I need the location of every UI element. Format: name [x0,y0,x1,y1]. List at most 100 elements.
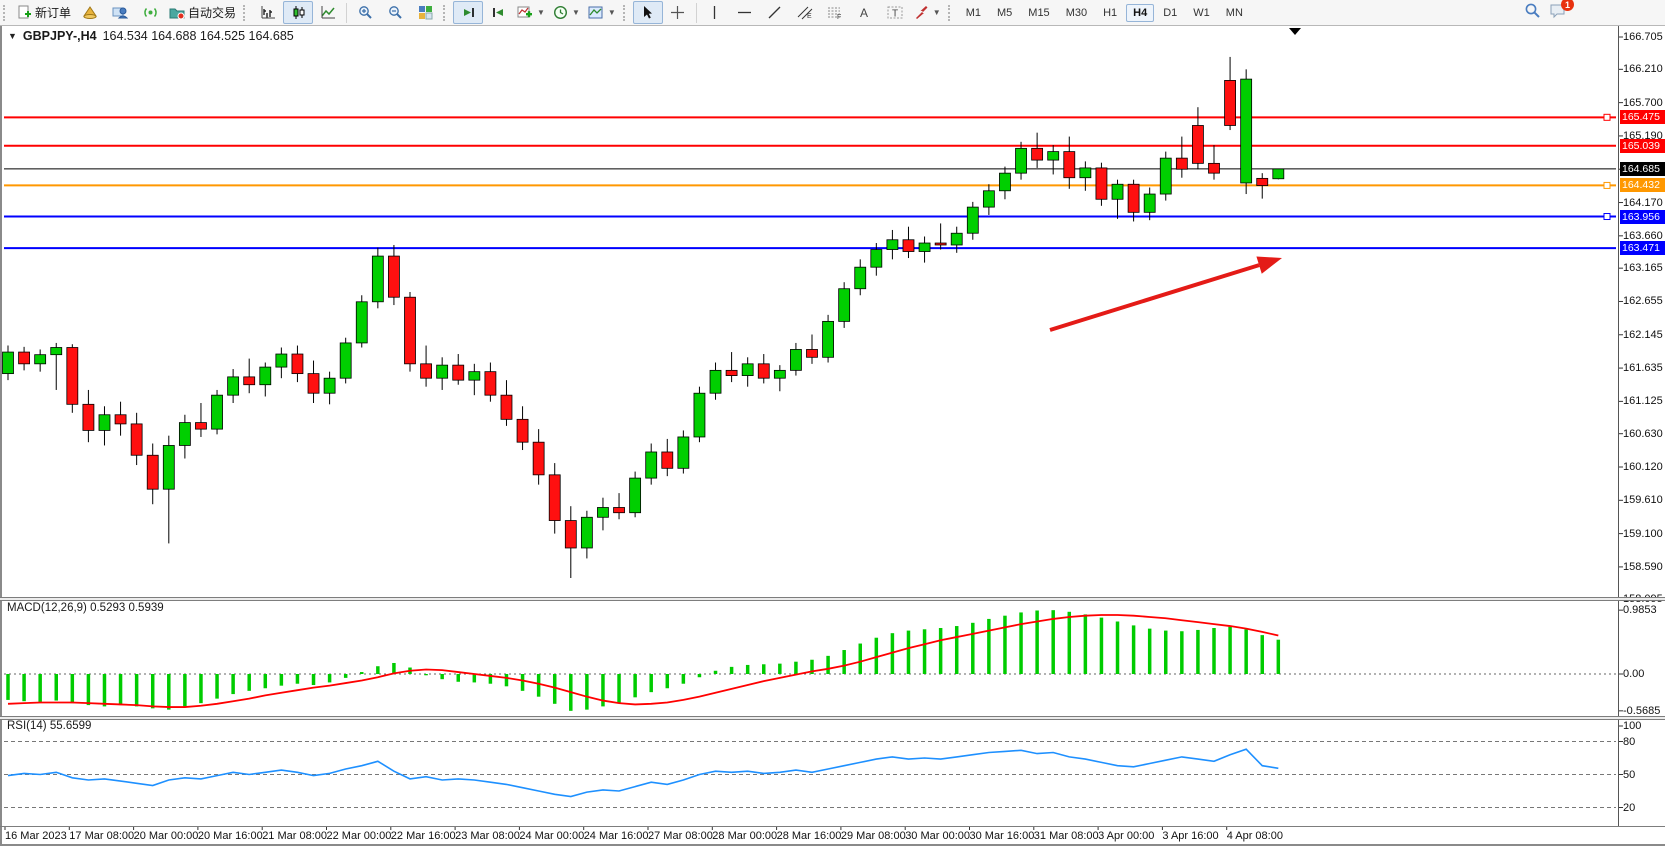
rsi-axis-label: 80 [1623,735,1636,748]
auto-trading-icon [169,5,185,20]
macd-axis-label: 0.9853 [1623,604,1657,617]
periods-button[interactable]: ▼ [549,1,584,24]
chart-shift-button[interactable] [483,1,513,24]
arrows-button[interactable]: ▼ [910,1,945,24]
timeframe-m15[interactable]: M15 [1028,6,1050,19]
toolbar-grip[interactable] [443,4,449,21]
trendline-button[interactable] [760,1,790,24]
tile-windows-button[interactable] [410,1,440,24]
candle-body [709,369,722,394]
price-tag-164.432[interactable]: 164.432 [1620,178,1665,193]
macd-name: MACD(12,26,9) [7,602,87,614]
fibonacci-button[interactable]: F [820,1,850,24]
candle-body [468,371,481,381]
line-chart-button[interactable] [313,1,343,24]
toolbar-grip[interactable] [947,4,954,21]
cursor-button[interactable] [632,1,663,24]
auto-trading-button[interactable]: 自动交易 [165,1,240,24]
macd-panel-splitter[interactable] [0,597,1665,601]
trend-arrow-line[interactable] [1049,263,1260,332]
candle-body [259,366,272,386]
candle-body [693,392,706,438]
collapse-triangle-icon[interactable]: ▼ [8,31,17,41]
hline-anchor[interactable] [1603,181,1611,189]
price-tag-163.956[interactable]: 163.956 [1620,209,1665,224]
timeframe-m1[interactable]: M1 [965,6,981,19]
crosshair-button[interactable] [663,1,693,24]
text-label-button[interactable]: T [880,1,910,24]
toolbar-grip[interactable] [243,4,249,21]
time-axis-label: 22 Mar 00:00 [326,830,392,842]
candle-body [918,242,931,252]
price-axis-label: 166.210 [1623,63,1663,76]
candle-body [725,369,738,376]
price-axis-label: 160.120 [1623,461,1663,473]
candle-body [178,422,191,446]
candle-body [982,190,995,208]
zoom-out-button[interactable] [380,1,410,24]
vertical-line-button[interactable] [700,1,730,24]
price-axis-label: 163.660 [1623,229,1663,242]
rsi-axis-label: 50 [1623,768,1636,781]
candle-body [34,354,47,365]
timeframe-h1[interactable]: H1 [1103,6,1118,19]
price-tag-163.471[interactable]: 163.471 [1620,241,1665,256]
horizontal-line-button[interactable] [730,1,760,24]
candle-body [291,353,304,375]
candle-body [741,363,754,376]
price-axis-label: 166.705 [1623,31,1663,43]
search-icon[interactable] [1524,2,1541,19]
candle-body [1111,183,1124,200]
cursor-icon [640,5,655,20]
toolbar-right-group: 1 [1524,0,1574,19]
rsi-line [7,748,1279,798]
chart-frame-bottom [0,844,1665,846]
candlestick-chart-button[interactable] [283,1,314,24]
price-axis-border[interactable] [1618,26,1619,826]
text-button[interactable]: A [850,1,880,24]
svg-text:F: F [837,14,841,20]
market-watch-button[interactable] [75,1,105,24]
signals-button[interactable] [135,1,165,24]
candle-body [966,206,979,234]
clock-icon [553,5,568,20]
price-tag-165.475[interactable]: 165.475 [1620,110,1665,125]
zoom-in-button[interactable] [350,1,380,24]
candle-body [1143,193,1156,213]
hline-anchor[interactable] [1603,113,1611,121]
toolbar-grip[interactable] [622,4,629,21]
timeframe-m30[interactable]: M30 [1065,6,1088,19]
candle-body [564,520,577,549]
indicators-button[interactable]: ▼ [513,1,549,24]
auto-scroll-button[interactable] [453,1,484,24]
symbol-period-label: GBPJPY-,H4 [22,29,97,43]
time-axis-label: 31 Mar 08:00 [1033,830,1099,842]
notifications-icon[interactable]: 1 [1549,0,1574,19]
hline-anchor[interactable] [1603,213,1611,221]
template-icon [588,5,604,20]
text-label-icon: T [887,5,903,20]
timeframe-d1[interactable]: D1 [1163,6,1178,19]
timeframe-m5[interactable]: M5 [997,6,1013,19]
timeframe-mn[interactable]: MN [1225,6,1243,19]
toolbar-grip[interactable] [3,4,9,21]
trend-arrow-head[interactable] [1256,256,1282,274]
candle-body [1015,147,1027,174]
templates-button[interactable]: ▼ [584,1,620,24]
time-axis-label: 3 Apr 16:00 [1162,830,1219,842]
bar-chart-button[interactable] [253,1,283,24]
macd-indicator-label: MACD(12,26,9) 0.5293 0.5939 [7,602,164,614]
equidistant-channel-button[interactable]: E [790,1,820,24]
timeframe-h4[interactable]: H4 [1126,3,1155,22]
terminal-button[interactable] [105,1,135,24]
price-axis-label: 162.655 [1623,295,1663,308]
new-order-button[interactable]: 新订单 [13,1,75,24]
timeframe-w1[interactable]: W1 [1193,6,1210,19]
price-tag-164.685[interactable]: 164.685 [1620,161,1665,176]
toolbar-separator [695,2,697,23]
time-axis-label: 20 Mar 00:00 [133,830,199,842]
candle-body [50,347,63,356]
price-tag-165.039[interactable]: 165.039 [1620,138,1665,153]
rsi-panel-splitter[interactable] [0,716,1665,720]
